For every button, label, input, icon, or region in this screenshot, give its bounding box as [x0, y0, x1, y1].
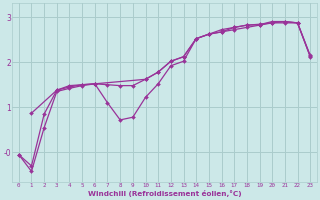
X-axis label: Windchill (Refroidissement éolien,°C): Windchill (Refroidissement éolien,°C) — [88, 190, 241, 197]
